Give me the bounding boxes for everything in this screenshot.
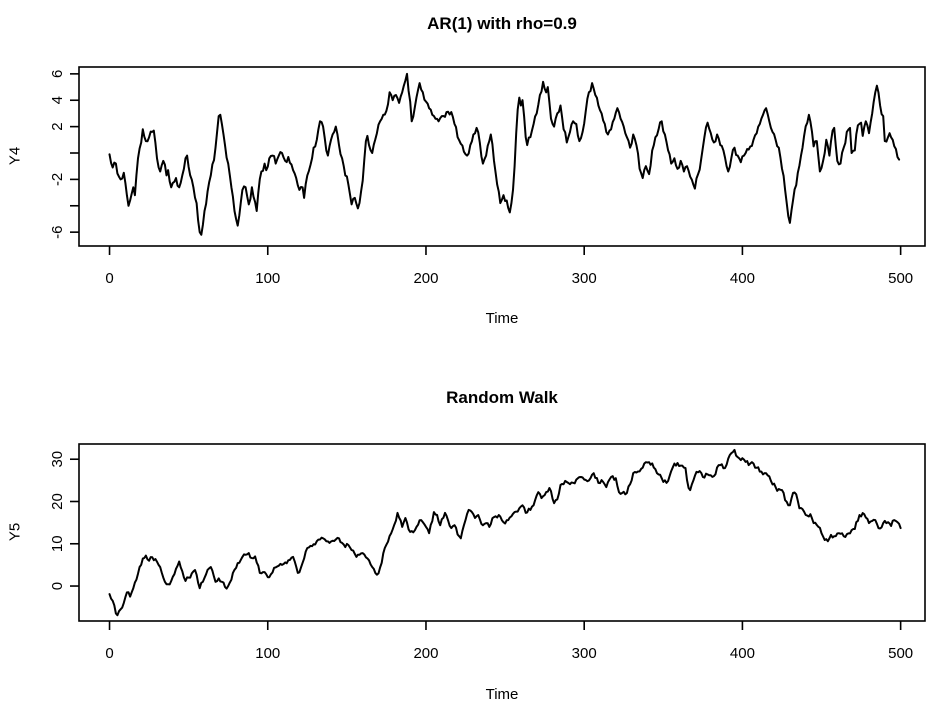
chart1-y-tick-label: -2 [49,173,66,186]
chart1-y-tick-label: 4 [49,96,66,104]
chart1-y-axis-label: Y4 [6,146,24,166]
chart2-x-tick-label: 300 [572,645,597,662]
chart2-plot-box [78,443,926,622]
chart2-y-tick-label: 10 [49,535,66,552]
chart1-x-tick-label: 500 [888,270,913,287]
chart2-y-axis-label: Y5 [6,522,24,542]
chart1-x-tick-label: 300 [572,270,597,287]
chart1-x-tick-label: 200 [413,270,438,287]
chart2-x-tick-label: 500 [888,645,913,662]
chart2-y-tick-label: 0 [49,582,66,590]
chart1-series-line [108,72,901,236]
chart2-y-tick-label: 20 [49,493,66,510]
chart2-x-tick-label: 200 [413,645,438,662]
chart1-y-tick-label: 2 [49,122,66,130]
chart2-y-tick-label: 30 [49,451,66,468]
chart2-x-tick-label: 100 [255,645,280,662]
chart1-title: AR(1) with rho=0.9 [427,14,577,33]
chart1-y-tick-label: 6 [49,70,66,78]
chart2-title: Random Walk [446,388,558,407]
chart2-plot-area: 0 100 200 300 400 500 0 10 20 30 [49,443,926,662]
chart2-series-line [108,448,902,617]
chart2-x-axis-label: Time [485,686,519,703]
chart1-x-tick-label: 0 [105,270,113,287]
chart1-y-tick-label: -6 [49,225,66,238]
chart1-x-axis-label: Time [485,310,519,327]
chart1-x-tick-label: 100 [255,270,280,287]
chart2-x-tick-label: 400 [730,645,755,662]
chart1-x-tick-label: 400 [730,270,755,287]
chart1-plot-area: 0 100 200 300 400 500 6 4 2 -2 -6 [49,66,926,287]
chart2-x-tick-label: 0 [105,645,113,662]
chart1-plot-box [78,66,926,247]
